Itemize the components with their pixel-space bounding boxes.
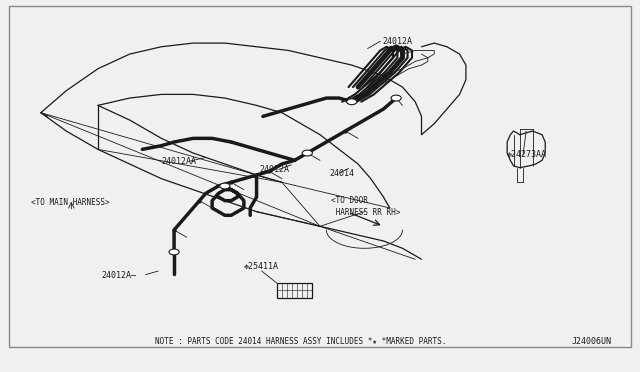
Text: NOTE : PARTS CODE 24014 HARNESS ASSY INCLUDES *★ *MARKED PARTS.: NOTE : PARTS CODE 24014 HARNESS ASSY INC… <box>155 337 447 346</box>
Circle shape <box>391 95 401 101</box>
Circle shape <box>220 183 230 189</box>
Circle shape <box>169 249 179 255</box>
Text: ✥25411A: ✥25411A <box>244 262 279 271</box>
Text: 24012A: 24012A <box>260 165 290 174</box>
Text: 24012AA: 24012AA <box>161 157 196 166</box>
Circle shape <box>347 99 356 105</box>
Bar <box>277 283 312 298</box>
Text: ✥24273AA: ✥24273AA <box>507 150 547 159</box>
Circle shape <box>302 150 312 156</box>
Text: 24014: 24014 <box>330 169 355 178</box>
Text: <TO DOOR
 HARNESS RR RH>: <TO DOOR HARNESS RR RH> <box>332 196 401 217</box>
Text: <TO MAIN HARNESS>: <TO MAIN HARNESS> <box>31 198 110 207</box>
Text: J24006UN: J24006UN <box>572 337 612 346</box>
Text: 24012A: 24012A <box>382 37 412 46</box>
Text: 24012A—: 24012A— <box>101 271 136 280</box>
